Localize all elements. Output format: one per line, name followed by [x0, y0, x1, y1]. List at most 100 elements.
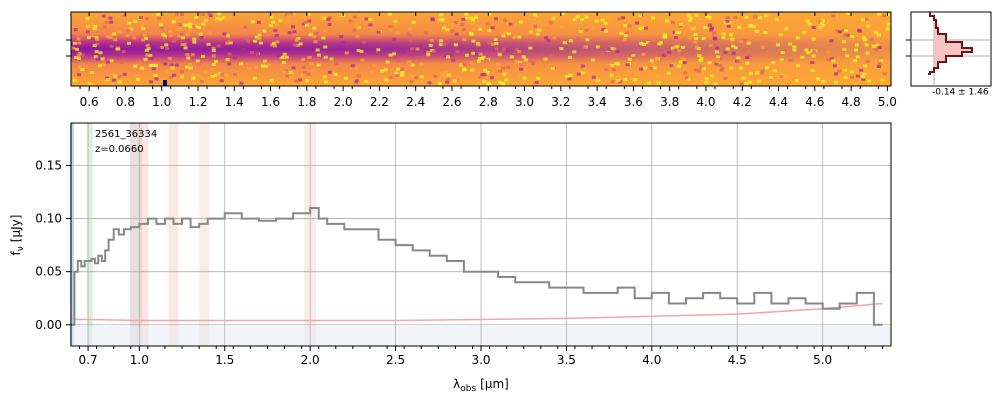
heatmap-pixel	[127, 21, 132, 25]
heatmap-pixel	[450, 23, 455, 26]
heatmap-pixel	[77, 73, 82, 77]
heatmap-pixel	[73, 28, 78, 32]
heatmap-pixel	[210, 74, 215, 78]
heatmap-pixel	[254, 35, 259, 39]
heatmap-pixel	[92, 44, 97, 48]
heatmap-pixel	[779, 59, 784, 63]
heatmap-pixel	[262, 29, 267, 33]
heatmap-pixel	[324, 80, 329, 84]
heatmap-pixel	[670, 21, 675, 25]
heatmap-pixel	[257, 33, 262, 37]
heatmap-noise	[71, 12, 891, 86]
heatmap-pixel	[383, 68, 388, 72]
heatmap-pixel	[723, 50, 728, 54]
heatmap-pixel	[72, 41, 77, 45]
heatmap-pixel	[104, 20, 109, 24]
heatmap-pixel	[518, 62, 523, 66]
heatmap-pixel	[441, 26, 446, 30]
heatmap-pixel	[669, 64, 674, 67]
heatmap-pixel	[635, 71, 640, 75]
heatmap-pixel	[94, 50, 99, 54]
heatmap-x-tick-label: 1.2	[188, 95, 207, 109]
heatmap-pixel	[644, 26, 648, 30]
heatmap-x-tick-label: 2.2	[370, 95, 389, 109]
heatmap-pixel	[91, 22, 95, 26]
heatmap-pixel	[415, 47, 420, 51]
heatmap-pixel	[638, 13, 642, 17]
heatmap-pixel	[695, 45, 700, 49]
heatmap-pixel	[303, 20, 308, 24]
heatmap-pixel	[521, 55, 526, 59]
heatmap-pixel	[596, 78, 601, 82]
heatmap-pixel	[572, 18, 577, 22]
heatmap-pixel	[195, 22, 200, 26]
heatmap-pixel	[201, 77, 205, 81]
heatmap-pixel	[567, 82, 572, 86]
heatmap-pixel	[477, 78, 482, 82]
heatmap-pixel	[170, 66, 175, 70]
heatmap-pixel	[183, 46, 188, 50]
heatmap-pixel	[600, 53, 605, 56]
heatmap-pixel	[359, 49, 364, 53]
heatmap-pixel	[180, 43, 185, 47]
heatmap-pixel	[850, 35, 855, 39]
heatmap-pixel	[304, 23, 309, 27]
heatmap-pixel	[874, 48, 879, 52]
heatmap-pixel	[148, 64, 153, 67]
heatmap-pixel	[445, 80, 450, 84]
heatmap-pixel	[109, 20, 114, 24]
heatmap-pixel	[518, 61, 523, 65]
heatmap-pixel	[739, 82, 744, 86]
heatmap-pixel	[501, 34, 506, 38]
heatmap-pixel	[487, 12, 492, 16]
heatmap-pixel	[529, 30, 533, 34]
heatmap-pixel	[227, 52, 232, 56]
line-band	[69, 123, 74, 346]
heatmap-pixel	[469, 16, 474, 20]
heatmap-pixel	[652, 66, 657, 70]
heatmap-pixel	[188, 22, 193, 26]
heatmap-pixel	[354, 66, 359, 70]
heatmap-pixel	[505, 49, 510, 53]
heatmap-pixel	[584, 15, 589, 19]
heatmap-pixel	[534, 81, 539, 84]
heatmap-pixel	[529, 32, 534, 36]
heatmap-pixel	[394, 74, 399, 78]
heatmap-pixel	[385, 60, 390, 64]
heatmap-pixel	[603, 21, 608, 25]
heatmap-pixel	[698, 59, 703, 63]
heatmap-pixel	[859, 68, 864, 72]
heatmap-pixel	[180, 36, 185, 40]
heatmap-pixel	[845, 54, 850, 58]
heatmap-pixel	[805, 19, 810, 23]
heatmap-pixel	[585, 38, 590, 42]
heatmap-x-tick-label: 4.2	[733, 95, 752, 109]
heatmap-pixel	[245, 39, 250, 42]
heatmap-pixel	[372, 64, 377, 67]
flux-spectrum	[71, 207, 883, 326]
heatmap-pixel	[877, 45, 882, 49]
heatmap-pixel	[830, 57, 835, 61]
heatmap-pixel	[729, 33, 733, 37]
heatmap-pixel	[549, 14, 554, 18]
heatmap-pixel	[616, 78, 621, 82]
heatmap-pixel	[642, 43, 647, 46]
heatmap-pixel	[771, 61, 776, 65]
heatmap-pixel	[182, 23, 187, 27]
heatmap-pixel	[580, 71, 585, 75]
heatmap-pixel	[876, 65, 881, 68]
heatmap-pixel	[72, 78, 77, 82]
heatmap-pixel	[721, 36, 726, 40]
heatmap-pixel	[761, 45, 765, 49]
heatmap-pixel	[507, 20, 512, 24]
heatmap-pixel	[755, 71, 760, 75]
heatmap-pixel	[709, 28, 714, 32]
heatmap-pixel	[806, 51, 811, 55]
heatmap-pixel	[166, 53, 171, 57]
heatmap-pixel	[764, 14, 769, 18]
heatmap-pixel	[394, 71, 399, 75]
heatmap-pixel	[292, 43, 297, 47]
heatmap-pixel	[149, 57, 154, 61]
heatmap-pixel	[714, 50, 719, 54]
heatmap-pixel	[368, 18, 373, 21]
